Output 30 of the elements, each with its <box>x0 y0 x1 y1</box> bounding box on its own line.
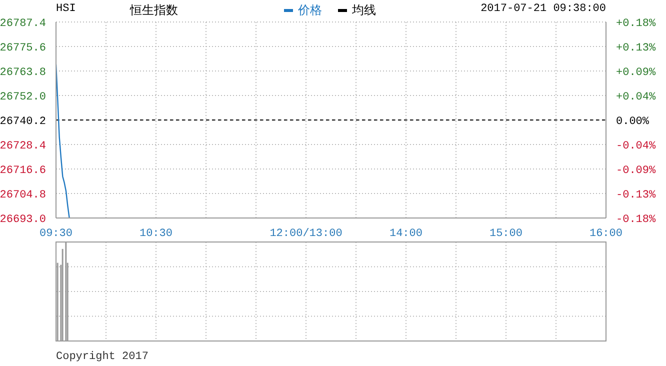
y-tick-label: 26775.6 <box>0 42 46 54</box>
y2-tick-label: +0.04% <box>616 92 656 104</box>
y-tick-label: 26728.4 <box>0 140 46 152</box>
y-tick-label: 26704.8 <box>0 190 46 202</box>
x-tick-label: 14:00 <box>389 228 423 240</box>
y-tick-label: 26716.6 <box>0 165 46 177</box>
chart-subtitle: HSI <box>56 3 76 15</box>
x-tick-label: 10:30 <box>139 228 173 240</box>
y-tick-label: 26693.0 <box>0 214 46 226</box>
y-tick-label: 26787.4 <box>0 18 46 30</box>
y2-tick-label: +0.13% <box>616 42 656 54</box>
legend-label: 价格 <box>297 2 322 19</box>
y2-tick-label: -0.04% <box>616 140 656 152</box>
text: Copyright 2017 <box>56 351 148 363</box>
y-tick-label: 26752.0 <box>0 92 46 104</box>
y2-tick-label: -0.18% <box>616 214 656 226</box>
y2-tick-label: -0.13% <box>616 190 656 202</box>
y2-tick-label: +0.18% <box>616 18 656 30</box>
x-tick-label: 16:00 <box>589 228 623 240</box>
y2-tick-label: 0.00% <box>616 116 650 128</box>
y-tick-label: 26740.2 <box>0 116 46 128</box>
chart-title: 恒生指数 <box>130 2 178 19</box>
x-tick-label: 09:30 <box>39 228 73 240</box>
legend-label: 均线 <box>351 2 376 19</box>
x-tick-label: 15:00 <box>489 228 523 240</box>
y-tick-label: 26763.8 <box>0 67 46 79</box>
y2-tick-label: +0.09% <box>616 67 656 79</box>
x-tick-label: 12:00/13:00 <box>270 228 342 240</box>
text: 2017-07-21 09:38:00 <box>480 3 606 15</box>
y2-tick-label: -0.09% <box>616 165 656 177</box>
